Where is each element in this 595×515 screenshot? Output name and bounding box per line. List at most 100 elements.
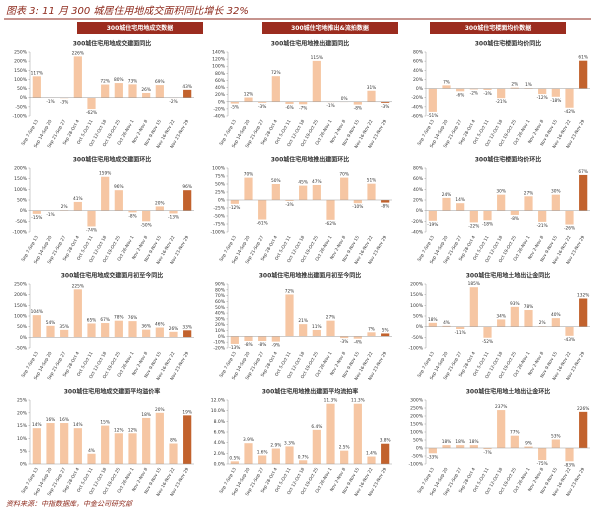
bar xyxy=(565,327,573,336)
y-tick-label: -20% xyxy=(411,219,423,225)
value-label: -7% xyxy=(299,105,307,111)
bar xyxy=(87,98,95,109)
y-tick-label: 250% xyxy=(14,282,28,288)
value-label: 7% xyxy=(443,79,450,85)
bar xyxy=(142,211,150,222)
bar xyxy=(272,184,280,200)
value-label: 1.4% xyxy=(366,451,377,457)
value-label: -3% xyxy=(340,339,348,345)
value-label: -1% xyxy=(46,99,54,105)
y-tick-label: -50% xyxy=(15,346,27,352)
value-label: 30% xyxy=(551,189,561,195)
value-label: 72% xyxy=(100,79,110,85)
value-label: 115% xyxy=(311,55,323,61)
bar xyxy=(46,326,54,338)
value-label: 2% xyxy=(511,82,518,88)
value-label: 80% xyxy=(114,77,124,83)
value-label: 8% xyxy=(170,438,177,444)
value-label: -62% xyxy=(325,221,336,227)
value-label: 14% xyxy=(455,197,465,203)
y-tick-label: 40% xyxy=(215,85,226,91)
chart-title: 300城住宅用地推出建面同比 xyxy=(271,40,350,48)
y-tick-label: -50% xyxy=(411,335,423,341)
bar xyxy=(552,318,560,327)
y-tick-label: 0% xyxy=(416,208,424,214)
bar xyxy=(258,200,266,220)
bar xyxy=(74,56,82,97)
bar xyxy=(142,330,150,338)
bar xyxy=(381,200,389,203)
bar xyxy=(128,321,136,337)
bar xyxy=(340,451,348,464)
bar xyxy=(244,443,252,464)
y-tick-label: 0% xyxy=(218,99,226,105)
y-tick-label: 0.0% xyxy=(214,462,226,468)
y-tick-label: -20% xyxy=(213,346,225,352)
y-tick-label: -50% xyxy=(15,104,27,110)
bar xyxy=(169,211,177,214)
y-tick-label: 0% xyxy=(218,334,226,340)
bar xyxy=(340,178,348,200)
y-tick-label: 200% xyxy=(14,166,28,172)
bar xyxy=(272,449,280,464)
y-tick-label: 300% xyxy=(410,398,424,404)
bar xyxy=(511,211,519,215)
value-label: 16% xyxy=(59,417,69,423)
y-tick-label: 80% xyxy=(413,166,424,172)
bar xyxy=(231,102,239,104)
chart-title: 300城住宅用地土地出让金环比 xyxy=(466,388,551,396)
chart-title: 300城住宅用地成交建面同比 xyxy=(73,40,152,48)
y-tick-label: 250% xyxy=(14,50,28,56)
bar xyxy=(142,418,150,464)
y-tick-label: 60% xyxy=(215,299,226,305)
bar xyxy=(429,323,437,327)
value-label: 2.5% xyxy=(339,445,350,451)
value-label: -18% xyxy=(482,221,493,227)
bar xyxy=(367,91,375,102)
value-label: 46% xyxy=(155,322,165,328)
bar xyxy=(272,336,280,341)
bar xyxy=(101,177,109,211)
value-label: 96% xyxy=(114,184,124,190)
y-tick-label: 100% xyxy=(410,430,424,436)
bar xyxy=(33,315,41,337)
value-label: 19% xyxy=(182,409,192,415)
value-label: 26% xyxy=(141,87,151,93)
value-label: -51% xyxy=(427,113,438,119)
value-label: -42% xyxy=(564,109,575,115)
value-label: 72% xyxy=(285,288,295,294)
value-label: 12% xyxy=(128,427,138,433)
value-label: -75% xyxy=(537,461,548,467)
bar xyxy=(552,195,560,211)
bar xyxy=(354,102,362,105)
value-label: 12% xyxy=(114,427,124,433)
y-tick-label: 100% xyxy=(14,314,28,320)
value-label: -74% xyxy=(86,227,97,233)
value-label: 41% xyxy=(73,196,83,202)
value-label: -6% xyxy=(456,92,464,98)
bar xyxy=(231,336,239,344)
bar xyxy=(511,436,519,448)
value-label: 77% xyxy=(510,430,520,436)
bar xyxy=(552,440,560,448)
y-tick-label: -25% xyxy=(213,206,225,212)
bar xyxy=(381,444,389,464)
y-tick-label: -20% xyxy=(213,106,225,112)
y-tick-label: 60% xyxy=(413,176,424,182)
y-tick-label: 15% xyxy=(17,423,28,429)
value-label: -3% xyxy=(60,99,68,105)
y-tick-label: -100% xyxy=(409,462,424,468)
y-tick-label: 2.0% xyxy=(214,451,226,457)
value-label: -6% xyxy=(285,105,293,111)
value-label: -13% xyxy=(168,214,179,220)
bar xyxy=(87,454,95,464)
value-label: -7% xyxy=(483,450,491,456)
value-label: 69% xyxy=(155,79,165,85)
value-label: 78% xyxy=(114,315,124,321)
bar xyxy=(497,410,505,448)
y-tick-label: 50% xyxy=(413,314,424,320)
value-label: 18% xyxy=(442,439,452,445)
y-tick-label: 10% xyxy=(17,436,28,442)
value-label: -2% xyxy=(169,99,177,105)
y-tick-label: 250% xyxy=(410,406,424,412)
